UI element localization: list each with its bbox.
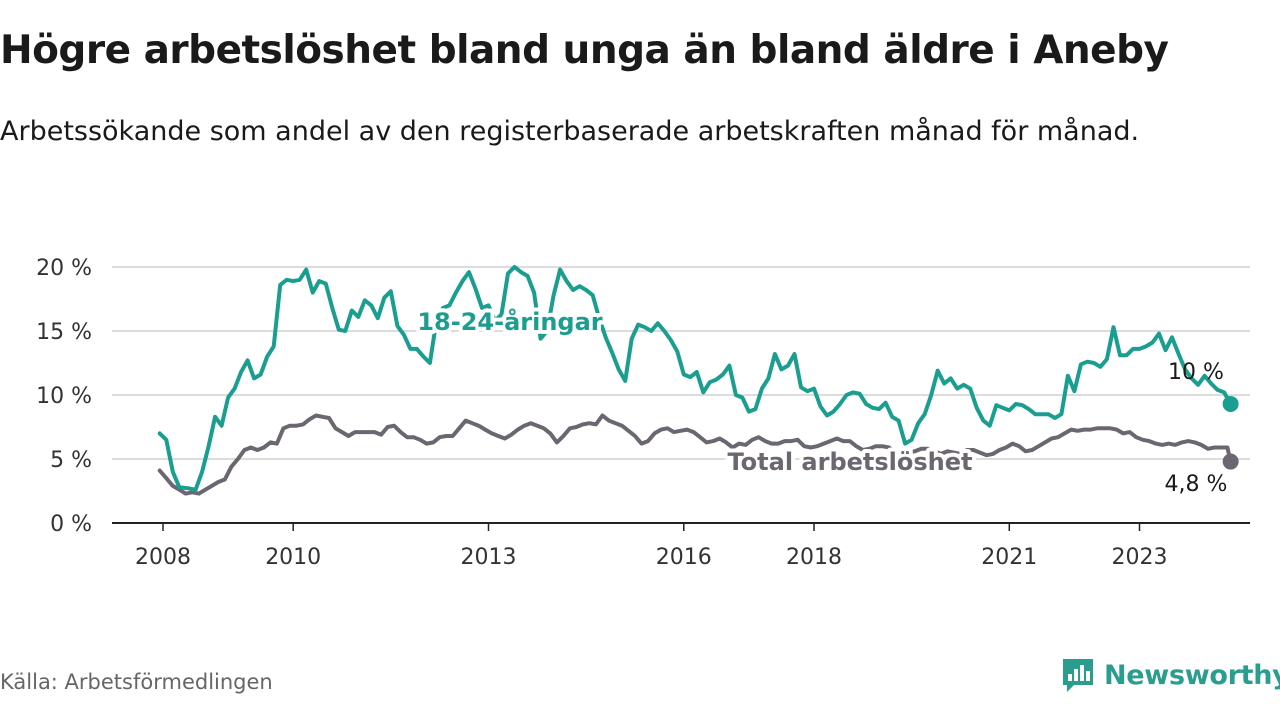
series-lines	[157, 265, 1239, 496]
source-note: Källa: Arbetsförmedlingen	[0, 670, 273, 694]
x-tick-label: 2010	[265, 545, 321, 570]
series-line-youth	[157, 265, 1233, 492]
y-tick-label: 0 %	[50, 512, 92, 537]
x-tick-label: 2018	[786, 545, 842, 570]
series-label-halo-youth: 18-24-åringar	[417, 307, 602, 336]
series-label-total: Total arbetslöshet	[727, 448, 972, 476]
y-axis: 0 % 5 % 10 % 15 % 20 %	[36, 256, 92, 537]
end-point-youth	[1222, 395, 1239, 412]
y-tick-label: 15 %	[36, 320, 92, 345]
x-tick-label: 2013	[461, 545, 517, 570]
end-value-label-youth: 10 %	[1168, 360, 1224, 385]
chart-title: Högre arbetslöshet bland unga än bland ä…	[0, 28, 1169, 73]
y-tick-label: 20 %	[36, 256, 92, 281]
x-tick-label: 2008	[135, 545, 191, 570]
brand-logo: Newsworthy	[1060, 655, 1280, 695]
x-axis: 2008 2010 2013 2016 2018 2021 2023	[112, 522, 1250, 570]
grid-lines	[112, 266, 1250, 460]
x-tick-label: 2023	[1112, 545, 1168, 570]
y-tick-label: 10 %	[36, 384, 92, 409]
chart-subtitle: Arbetssökande som andel av den registerb…	[0, 116, 1140, 147]
newsworthy-logo-icon	[1063, 659, 1093, 692]
series-label-halo-total: Total arbetslöshet	[727, 448, 972, 476]
brand-name: Newsworthy	[1104, 659, 1280, 691]
end-point-total	[1222, 453, 1239, 470]
series-label-youth: 18-24-åringar	[417, 307, 602, 336]
x-tick-label: 2016	[656, 545, 712, 570]
x-tick-label: 2021	[981, 545, 1037, 570]
series-line-total	[157, 413, 1233, 496]
end-value-label-total: 4,8 %	[1165, 472, 1228, 497]
y-tick-label: 5 %	[50, 448, 92, 473]
